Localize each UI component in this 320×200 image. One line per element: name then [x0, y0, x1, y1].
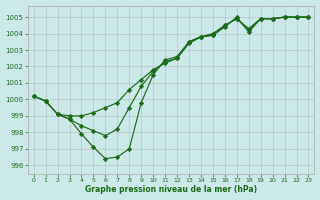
X-axis label: Graphe pression niveau de la mer (hPa): Graphe pression niveau de la mer (hPa): [85, 185, 257, 194]
